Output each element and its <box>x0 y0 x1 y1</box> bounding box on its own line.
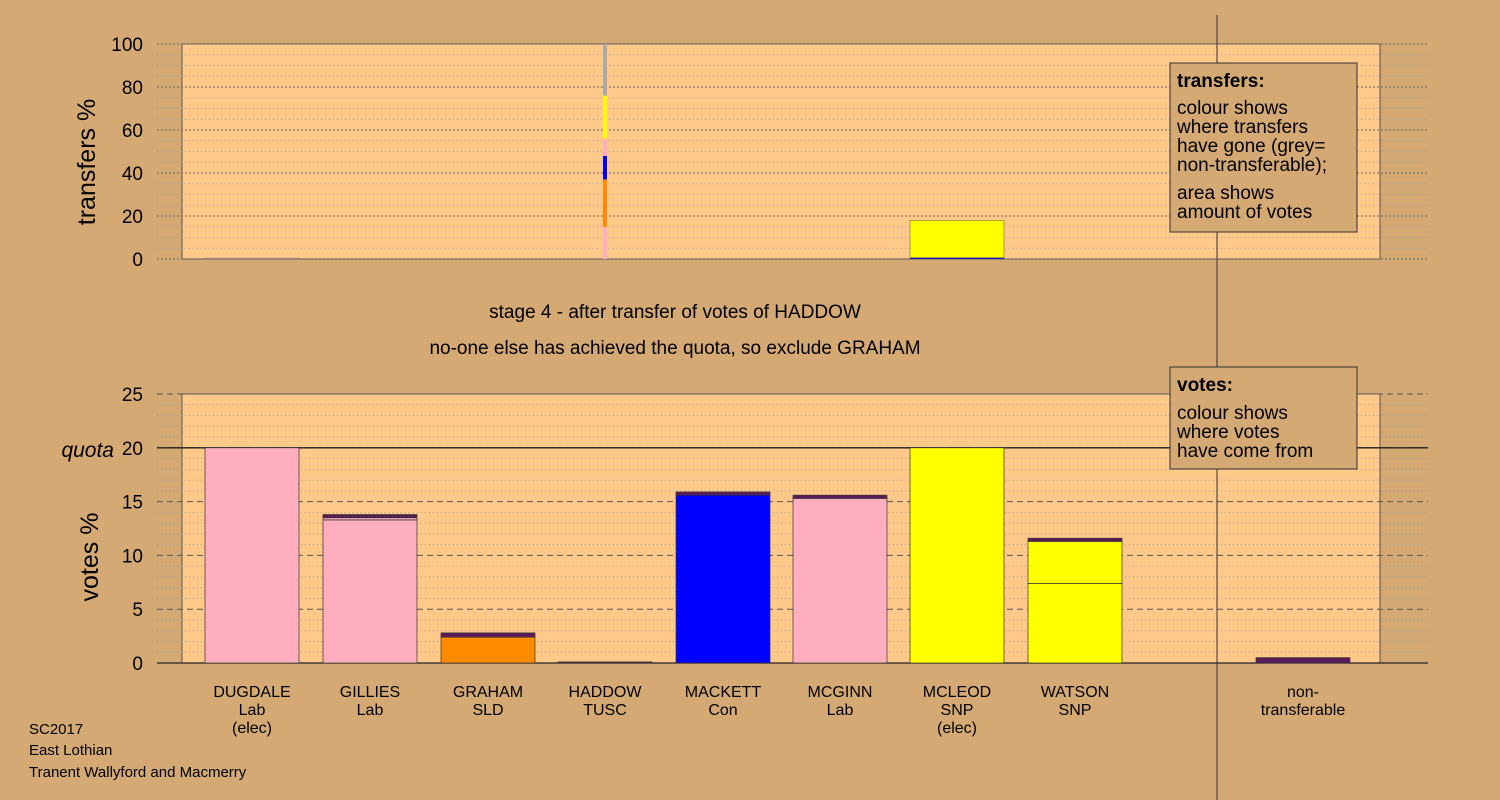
candidate-label: MCLEOD <box>923 684 991 701</box>
candidate-label: SLD <box>472 702 503 719</box>
votes-legend: votes: colour shows where votes have com… <box>1169 366 1358 470</box>
transfers-y-axis-label: transfers % <box>73 99 101 225</box>
votes-legend-line: have come from <box>1177 441 1313 462</box>
transfers-y-tick-label: 80 <box>122 78 143 99</box>
vote-bar-segment <box>792 498 888 664</box>
status-text: no-one else has achieved the quota, so e… <box>429 338 920 359</box>
vote-bar-segment <box>675 491 771 496</box>
transfer-bar-segment <box>603 179 607 227</box>
candidate-label: (elec) <box>937 720 977 737</box>
candidate-label: WATSON <box>1041 684 1109 701</box>
vote-bar-segment <box>440 632 536 638</box>
transfer-bar-segment <box>603 226 607 259</box>
transfers-y-tick-label: 60 <box>122 121 143 142</box>
candidate-label: (elec) <box>232 720 272 737</box>
candidate-label: Lab <box>827 702 854 719</box>
votes-legend-title: votes: <box>1177 375 1233 396</box>
votes-y-tick-label: 20 <box>122 439 143 460</box>
transfer-bar-segment <box>603 95 607 139</box>
transfers-legend-line: where transfers <box>1176 117 1308 138</box>
transfers-legend-box <box>1169 62 1358 233</box>
transfers-y-tick-label: 40 <box>122 164 143 185</box>
transfers-legend-line: area shows <box>1177 183 1274 204</box>
votes-y-tick-label: 5 <box>132 600 143 621</box>
vote-bar-segment <box>675 494 771 664</box>
transfers-y-tick-label: 0 <box>132 250 143 271</box>
votes-y-ticks: 0 5 10 15 20 25 <box>122 385 143 675</box>
transfers-legend-title: transfers: <box>1177 71 1265 92</box>
votes-y-tick-label: 25 <box>122 385 143 406</box>
transfers-y-tick-label: 100 <box>111 35 143 56</box>
candidate-label: MACKETT <box>685 684 762 701</box>
candidate-label: MCGINN <box>808 684 873 701</box>
candidate-label: non- <box>1287 684 1319 701</box>
transfers-legend-line: have gone (grey= <box>1177 136 1325 157</box>
candidate-label: Con <box>708 702 737 719</box>
votes-bars <box>204 447 1351 664</box>
vote-bar-segment <box>1255 657 1351 664</box>
vote-bar-segment <box>1027 541 1123 584</box>
transfers-legend-line: non-transferable); <box>1177 155 1327 176</box>
vote-bar-segment <box>909 447 1005 664</box>
votes-legend-line: colour shows <box>1177 403 1288 424</box>
quota-label: quota <box>61 439 114 462</box>
transfers-y-ticks: 0 20 40 60 80 100 <box>111 35 143 271</box>
vote-bar-segment <box>557 661 653 664</box>
transfers-legend-line: amount of votes <box>1177 202 1312 223</box>
candidate-label: TUSC <box>583 702 627 719</box>
vote-bar-segment <box>792 494 888 499</box>
transfer-bar-segment <box>603 138 607 156</box>
transfers-legend: transfers: colour shows where transfers … <box>1169 62 1358 233</box>
vote-bar-segment <box>204 447 300 664</box>
candidate-label: SNP <box>1059 702 1092 719</box>
candidate-label: SNP <box>941 702 974 719</box>
transfer-bar-segment <box>909 220 1005 258</box>
transfer-bar-segment <box>603 155 607 180</box>
candidate-label: GRAHAM <box>453 684 523 701</box>
votes-y-axis-label: votes % <box>76 513 104 602</box>
candidate-label: DUGDALE <box>213 684 290 701</box>
candidate-label: Lab <box>239 702 266 719</box>
votes-y-tick-label: 0 <box>132 654 143 675</box>
transfer-bar-segment <box>204 257 300 260</box>
footer-election: SC2017 <box>29 721 83 738</box>
candidate-label: transferable <box>1261 702 1346 719</box>
candidate-label: HADDOW <box>569 684 643 701</box>
vote-bar-segment <box>440 636 536 664</box>
stage-text: stage 4 - after transfer of votes of HAD… <box>489 302 861 323</box>
vote-bar-segment <box>1027 583 1123 664</box>
vote-bar-segment <box>1027 537 1123 542</box>
transfer-bar-segment <box>603 44 607 96</box>
vote-bar-segment <box>322 519 418 664</box>
votes-legend-box <box>1169 366 1358 470</box>
votes-y-tick-label: 10 <box>122 546 143 567</box>
footer-council: East Lothian <box>29 742 112 759</box>
transfers-bars <box>204 44 1005 260</box>
transfers-legend-line: colour shows <box>1177 98 1288 119</box>
footer-ward: Tranent Wallyford and Macmerry <box>29 764 247 781</box>
transfers-y-tick-label: 20 <box>122 207 143 228</box>
votes-legend-line: where votes <box>1176 422 1279 443</box>
vote-bar-segment <box>322 514 418 519</box>
candidate-label: Lab <box>357 702 384 719</box>
votes-y-tick-label: 15 <box>122 493 143 514</box>
candidate-label: GILLIES <box>340 684 400 701</box>
candidate-labels: DUGDALELab(elec)GILLIESLabGRAHAMSLDHADDO… <box>213 684 1345 737</box>
